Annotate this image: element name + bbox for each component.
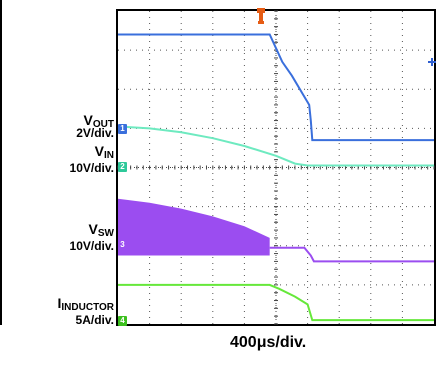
left-frame-line (0, 0, 2, 325)
channel-2-marker: 2 (118, 162, 127, 172)
channel-1-marker: 1 (118, 124, 127, 134)
time-scale-label: 400μs/div. (230, 334, 307, 351)
trace-vsw (269, 246, 434, 263)
channel-4-marker: 4 (118, 316, 127, 326)
trace-iinductor (118, 283, 434, 322)
inductor-scale: 5A/div. (75, 313, 114, 327)
vsw-switching-burst (118, 198, 270, 256)
trace-vin (117, 125, 434, 167)
inductor-label: IINDUCTOR (57, 295, 114, 313)
vin-scale: 10V/div. (69, 161, 114, 175)
graticule (117, 10, 435, 325)
vout-label: VOUT (83, 112, 114, 130)
traces (117, 33, 434, 322)
channel-3-marker: 3 (118, 240, 127, 250)
trigger-marker-icon (257, 8, 265, 24)
vout-scale: 2V/div. (76, 126, 114, 140)
offset-cursor-icon (428, 58, 436, 66)
vsw-label: VSW (88, 221, 114, 239)
vin-label: VIN (94, 143, 114, 161)
trace-vout (118, 33, 434, 142)
vsw-scale: 10V/div. (69, 239, 114, 253)
plot-border (116, 9, 436, 326)
